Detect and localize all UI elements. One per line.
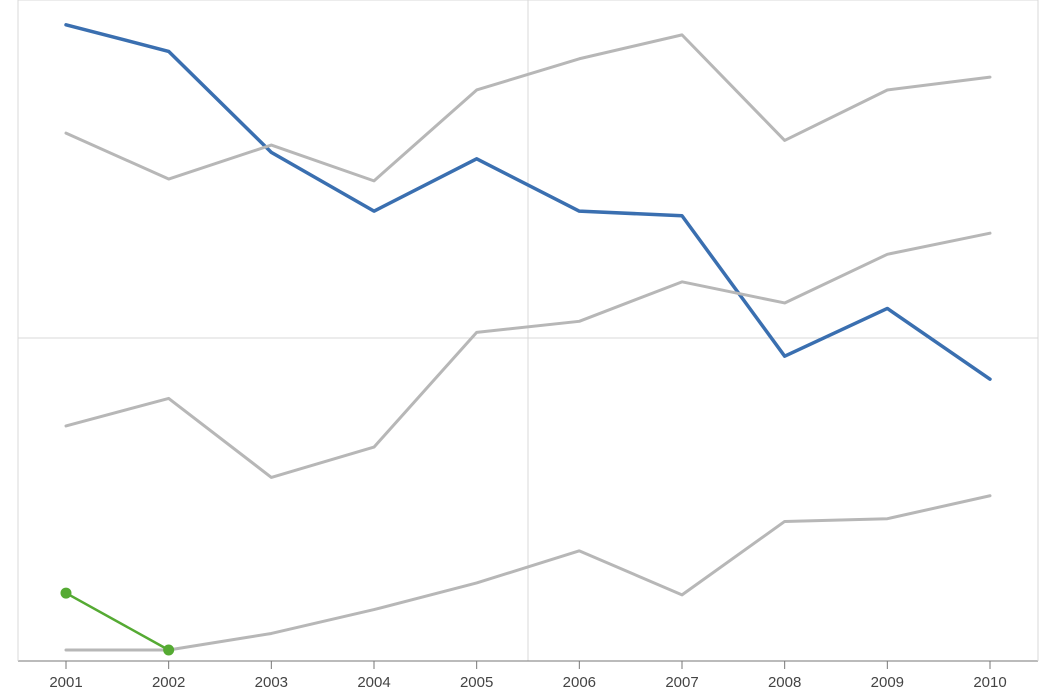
series-green-marker [164, 645, 174, 655]
x-tick-label: 2007 [665, 674, 698, 691]
x-tick-label: 2002 [152, 674, 185, 691]
series-green-marker [61, 588, 71, 598]
x-tick-label: 2005 [460, 674, 493, 691]
x-tick-label: 2006 [563, 674, 596, 691]
line-chart: 2001 2002 2003 2004 2005 2006 2007 2008 2009 2010 [0, 0, 1043, 695]
chart-svg: 2001 2002 2003 2004 2005 2006 2007 2008 2009 2010 [0, 0, 1043, 695]
x-tick-label: 2001 [49, 674, 82, 691]
x-tick-label: 2004 [357, 674, 390, 691]
x-tick-label: 2008 [768, 674, 801, 691]
x-tick-label: 2009 [871, 674, 904, 691]
x-tick-label: 2003 [255, 674, 288, 691]
x-tick-label: 2010 [973, 674, 1006, 691]
